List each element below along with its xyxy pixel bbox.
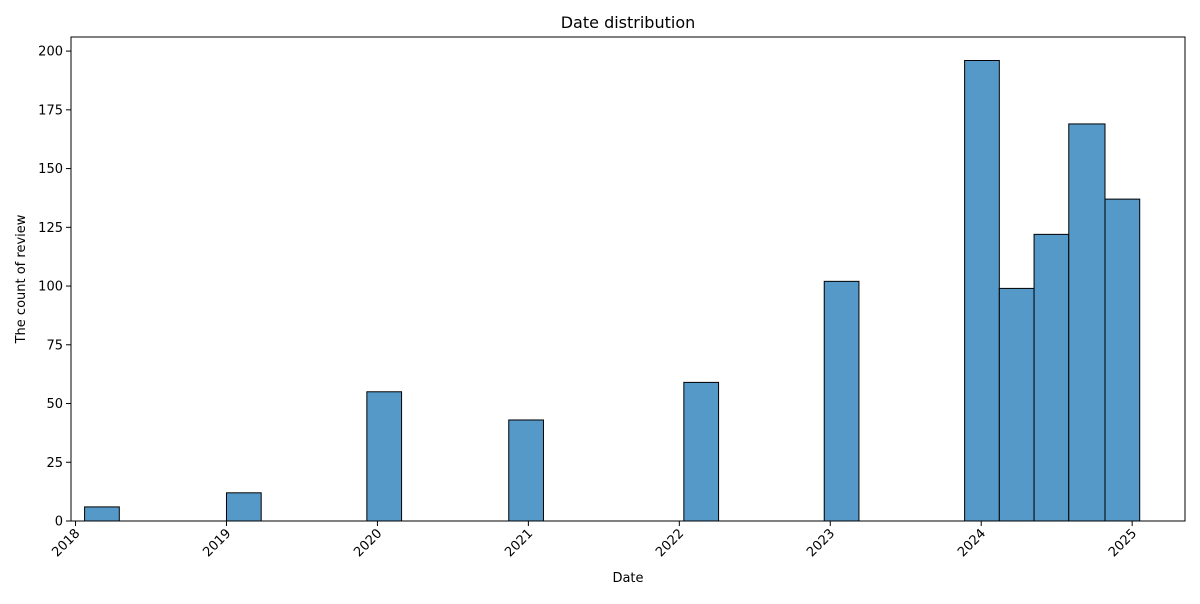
y-tick-label: 175 — [38, 103, 63, 118]
histogram-bar — [84, 506, 120, 522]
x-tick-label: 2024 — [955, 526, 989, 560]
plot-frame — [70, 36, 1186, 522]
x-tick-label: 2022 — [653, 526, 687, 560]
chart-title: Date distribution — [561, 13, 696, 32]
x-tick-label: 2020 — [351, 526, 385, 560]
histogram-bar — [225, 492, 262, 522]
histogram-bar — [1104, 198, 1141, 522]
histogram-bar — [998, 287, 1035, 522]
bars-group — [84, 59, 1141, 522]
x-ticks-group: 2018 2019 2020 2021 2022 2023 2024 2025 — [49, 521, 1140, 560]
histogram-bar — [964, 59, 1000, 522]
histogram-bar — [1033, 233, 1070, 522]
y-tick-label: 150 — [38, 162, 63, 177]
x-tick-label: 2018 — [49, 526, 83, 560]
histogram-bar — [508, 419, 544, 522]
x-axis-label: Date — [612, 571, 643, 586]
y-ticks-group: 0 25 50 75 100 125 150 175 200 — [38, 45, 71, 530]
y-tick-label: 75 — [46, 338, 63, 353]
x-tick-label: 2023 — [804, 526, 838, 560]
histogram-bar — [1068, 123, 1106, 522]
y-tick-label: 50 — [46, 397, 63, 412]
histogram-bar — [366, 391, 403, 522]
y-axis-label: The count of review — [14, 214, 29, 344]
x-tick-label: 2025 — [1106, 526, 1140, 560]
y-tick-label: 0 — [55, 515, 63, 530]
y-tick-label: 125 — [38, 221, 63, 236]
y-tick-label: 100 — [38, 280, 63, 295]
x-tick-label: 2021 — [502, 526, 536, 560]
x-tick-label: 2019 — [200, 526, 234, 560]
histogram-bar — [823, 280, 860, 522]
y-tick-label: 25 — [46, 456, 63, 471]
histogram-bar — [683, 381, 720, 522]
y-tick-label: 200 — [38, 45, 63, 60]
